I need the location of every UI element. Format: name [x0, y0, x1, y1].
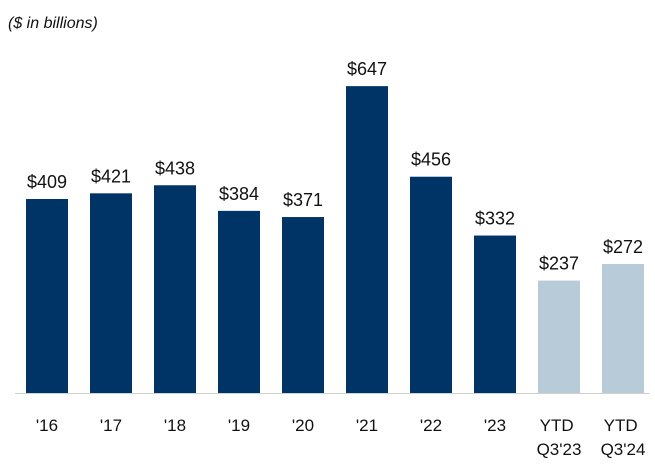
value-label: $384: [219, 184, 259, 204]
value-label: $438: [155, 158, 195, 178]
x-tick-label: '23: [484, 416, 506, 435]
value-label: $371: [283, 190, 323, 210]
x-tick-label: '18: [164, 416, 186, 435]
value-label: $456: [411, 150, 451, 170]
bar: [538, 280, 580, 393]
value-label: $421: [91, 166, 131, 186]
x-tick-label: YTD Q3'24: [601, 416, 646, 459]
bar: [154, 185, 196, 393]
value-label: $409: [27, 172, 67, 192]
value-label: $237: [539, 254, 579, 274]
x-tick-label: '19: [228, 416, 250, 435]
x-tick-label: '16: [36, 416, 58, 435]
bar: [602, 263, 644, 393]
x-tick-label: '22: [420, 416, 442, 435]
bar: [474, 235, 516, 393]
chart-subtitle: ($ in billions): [8, 15, 98, 32]
value-label: $272: [603, 237, 643, 257]
value-label: $647: [347, 59, 387, 79]
bar: [26, 199, 68, 393]
bar: [346, 86, 388, 393]
x-tick-label: '20: [292, 416, 314, 435]
bar: [410, 176, 452, 393]
x-tick-label: '21: [356, 416, 378, 435]
x-tick-label: '17: [100, 416, 122, 435]
bar: [218, 210, 260, 393]
value-label: $332: [475, 209, 515, 229]
x-tick-label: YTD Q3'23: [537, 416, 582, 459]
bar: [90, 193, 132, 393]
bar: [282, 217, 324, 393]
